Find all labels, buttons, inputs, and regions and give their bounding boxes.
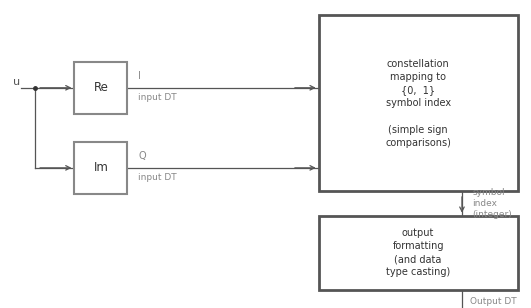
- Text: input DT: input DT: [138, 93, 177, 102]
- Text: Re: Re: [93, 81, 108, 94]
- Text: Im: Im: [93, 161, 108, 174]
- Bar: [319, 15, 518, 191]
- Text: output
formatting
(and data
type casting): output formatting (and data type casting…: [386, 228, 450, 278]
- Text: input DT: input DT: [138, 173, 177, 182]
- Bar: [319, 216, 518, 290]
- Text: u: u: [13, 77, 20, 87]
- Text: Output DT: Output DT: [470, 297, 517, 306]
- Bar: [74, 142, 127, 194]
- Bar: [74, 62, 127, 114]
- Text: constellation
mapping to
{0,  1}
symbol index

(simple sign
comparisons): constellation mapping to {0, 1} symbol i…: [385, 59, 451, 148]
- Text: Q: Q: [138, 151, 145, 161]
- Text: I: I: [138, 71, 141, 81]
- Text: symbol
index
(integer): symbol index (integer): [473, 188, 512, 219]
